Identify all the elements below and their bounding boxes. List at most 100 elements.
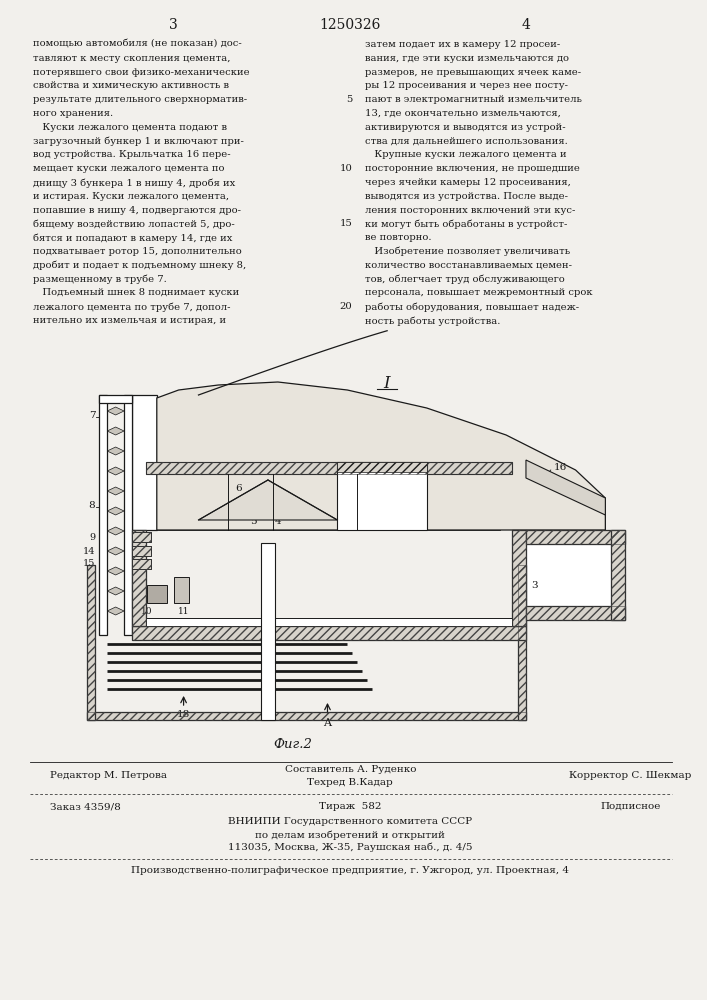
Bar — [124, 395, 132, 635]
Bar — [526, 606, 625, 620]
Text: ства для дальнейшего использования.: ства для дальнейшего использования. — [366, 137, 568, 146]
Text: выводятся из устройства. После выде-: выводятся из устройства. После выде- — [366, 192, 568, 201]
Text: пают в электромагнитный измельчитель: пают в электромагнитный измельчитель — [366, 95, 582, 104]
Text: 8: 8 — [88, 500, 95, 510]
Bar — [526, 530, 625, 544]
Text: посторонние включения, не прошедшие: посторонние включения, не прошедшие — [366, 164, 580, 173]
Text: помощью автомобиля (не показан) дос-: помощью автомобиля (не показан) дос- — [33, 40, 242, 49]
Text: 4: 4 — [522, 18, 530, 32]
Text: ного хранения.: ного хранения. — [33, 109, 113, 118]
Text: 14: 14 — [83, 546, 95, 556]
Bar — [526, 544, 612, 606]
Text: Заказ 4359/8: Заказ 4359/8 — [49, 802, 120, 811]
Bar — [99, 395, 132, 403]
Text: и истирая. Куски лежалого цемента,: и истирая. Куски лежалого цемента, — [33, 192, 229, 201]
Text: ве повторно.: ве повторно. — [366, 233, 432, 242]
Bar — [174, 577, 189, 603]
Text: попавшие в нишу 4, подвергаются дро-: попавшие в нишу 4, подвергаются дро- — [33, 206, 241, 215]
Bar — [337, 462, 427, 530]
Text: ления посторонних включений эти кус-: ления посторонних включений эти кус- — [366, 206, 575, 215]
Bar — [132, 532, 151, 542]
Text: работы оборудования, повышает надеж-: работы оборудования, повышает надеж- — [366, 302, 579, 312]
Text: размещенному в трубе 7.: размещенному в трубе 7. — [33, 275, 167, 284]
Text: 3: 3 — [169, 18, 178, 32]
Bar — [132, 530, 146, 626]
Text: персонала, повышает межремонтный срок: персонала, повышает межремонтный срок — [366, 288, 593, 297]
Text: 18: 18 — [177, 710, 190, 719]
Text: через ячейки камеры 12 просеивания,: через ячейки камеры 12 просеивания, — [366, 178, 571, 187]
Bar — [158, 474, 500, 530]
Text: 4: 4 — [274, 517, 281, 526]
Polygon shape — [107, 427, 124, 435]
Text: 3: 3 — [531, 580, 537, 589]
Bar — [132, 559, 151, 569]
Bar — [88, 565, 95, 720]
Bar — [88, 712, 526, 720]
Text: днищу 3 бункера 1 в нишу 4, дробя их: днищу 3 бункера 1 в нишу 4, дробя их — [33, 178, 235, 188]
Text: 6: 6 — [235, 484, 242, 493]
Text: бящему воздействию лопастей 5, дро-: бящему воздействию лопастей 5, дро- — [33, 219, 235, 229]
Polygon shape — [107, 607, 124, 615]
Text: вод устройства. Крыльчатка 16 пере-: вод устройства. Крыльчатка 16 пере- — [33, 150, 230, 159]
Polygon shape — [199, 480, 337, 520]
Text: затем подает их в камеру 12 просеи-: затем подает их в камеру 12 просеи- — [366, 40, 561, 49]
Polygon shape — [526, 460, 605, 515]
Bar — [512, 530, 526, 626]
Text: Корректор С. Шекмар: Корректор С. Шекмар — [569, 771, 691, 780]
Bar — [612, 530, 625, 620]
Text: по делам изобретений и открытий: по делам изобретений и открытий — [255, 830, 445, 840]
Text: свойства и химическую активность в: свойства и химическую активность в — [33, 81, 229, 90]
Text: тавляют к месту скопления цемента,: тавляют к месту скопления цемента, — [33, 54, 230, 63]
Polygon shape — [157, 382, 605, 530]
Polygon shape — [107, 547, 124, 555]
Text: ки могут быть обработаны в устройст-: ки могут быть обработаны в устройст- — [366, 219, 568, 229]
Bar — [132, 532, 151, 542]
Polygon shape — [107, 507, 124, 515]
Text: 17: 17 — [359, 512, 373, 521]
Polygon shape — [107, 407, 124, 415]
Text: лежалого цемента по трубе 7, допол-: лежалого цемента по трубе 7, допол- — [33, 302, 230, 312]
Text: вания, где эти куски измельчаются до: вания, где эти куски измельчаются до — [366, 54, 569, 63]
Bar — [146, 462, 512, 474]
Text: Техред В.Кадар: Техред В.Кадар — [308, 778, 393, 787]
Bar — [132, 395, 157, 530]
Text: Крупные куски лежалого цемента и: Крупные куски лежалого цемента и — [366, 150, 567, 159]
Text: Куски лежалого цемента подают в: Куски лежалого цемента подают в — [33, 123, 227, 132]
Bar — [526, 530, 625, 544]
Text: 13, где окончательно измельчаются,: 13, где окончательно измельчаются, — [366, 109, 561, 118]
Bar — [261, 543, 275, 720]
Polygon shape — [107, 487, 124, 495]
Text: Производственно-полиграфическое предприятие, г. Ужгород, ул. Проектная, 4: Производственно-полиграфическое предприя… — [132, 866, 569, 875]
Bar — [132, 546, 151, 556]
Bar — [146, 462, 512, 474]
Text: 7: 7 — [88, 410, 95, 420]
Text: A: A — [324, 718, 332, 728]
Text: потерявшего свои физико-механические: потерявшего свои физико-механические — [33, 68, 250, 77]
Polygon shape — [107, 467, 124, 475]
Text: 16: 16 — [554, 464, 567, 473]
Text: 113035, Москва, Ж-35, Раушская наб., д. 4/5: 113035, Москва, Ж-35, Раушская наб., д. … — [228, 843, 472, 852]
Text: мещает куски лежалого цемента по: мещает куски лежалого цемента по — [33, 164, 224, 173]
Text: Фиг.2: Фиг.2 — [274, 738, 312, 751]
Text: 1250326: 1250326 — [320, 18, 381, 32]
Text: тов, облегчает труд обслуживающего: тов, облегчает труд обслуживающего — [366, 275, 565, 284]
Text: подхватывает ротор 15, дополнительно: подхватывает ротор 15, дополнительно — [33, 247, 242, 256]
Text: размеров, не превышающих ячеек каме-: размеров, не превышающих ячеек каме- — [366, 68, 581, 77]
Text: нительно их измельчая и истирая, и: нительно их измельчая и истирая, и — [33, 316, 226, 325]
Text: 11: 11 — [178, 607, 189, 616]
Text: Тираж  582: Тираж 582 — [319, 802, 382, 811]
Text: Подъемный шнек 8 поднимает куски: Подъемный шнек 8 поднимает куски — [33, 288, 239, 297]
Polygon shape — [107, 447, 124, 455]
Text: активируются и выводятся из устрой-: активируются и выводятся из устрой- — [366, 123, 566, 132]
Text: Редактор М. Петрова: Редактор М. Петрова — [49, 771, 167, 780]
Bar — [132, 626, 526, 640]
Bar — [337, 462, 427, 472]
Bar — [132, 530, 146, 626]
Text: 9: 9 — [89, 532, 95, 542]
Bar — [518, 565, 526, 720]
Text: 15: 15 — [83, 560, 95, 568]
Text: Составитель А. Руденко: Составитель А. Руденко — [284, 765, 416, 774]
Bar — [88, 712, 526, 720]
Bar — [132, 626, 526, 640]
Bar — [99, 395, 107, 635]
